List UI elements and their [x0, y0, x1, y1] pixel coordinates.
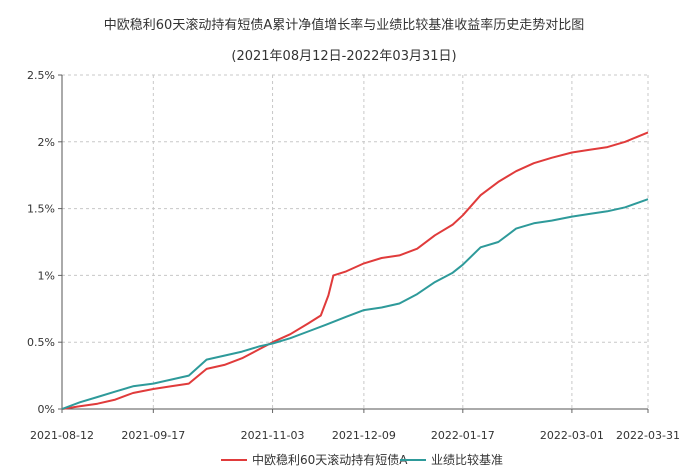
x-tick-label: 2021-09-17 [121, 429, 185, 442]
x-tick-label: 2022-03-01 [540, 429, 604, 442]
y-tick-label: 1.5% [27, 203, 55, 216]
y-tick-label: 2.5% [27, 69, 55, 82]
series-line-fund [61, 131, 649, 410]
y-tick-label: 0% [38, 403, 55, 416]
x-tick-label: 2022-03-31 [616, 429, 680, 442]
x-tick-label: 2021-08-12 [30, 429, 94, 442]
series-line-benchmark [61, 198, 649, 410]
y-tick-label: 1% [38, 269, 55, 282]
x-tick-label: 2022-01-17 [431, 429, 495, 442]
x-tick-label: 2021-12-09 [332, 429, 396, 442]
chart-subtitle: (2021年08月12日-2022年03月31日) [231, 49, 457, 64]
y-tick-label: 0.5% [27, 336, 55, 349]
x-tick-label: 2021-11-03 [241, 429, 305, 442]
chart-title: 中欧稳利60天滚动持有短债A累计净值增长率与业绩比较基准收益率历史走势对比图 [103, 18, 585, 33]
legend-label-fund: 中欧稳利60天滚动持有短债A [252, 452, 408, 467]
y-tick-label: 2% [38, 136, 55, 149]
legend-label-benchmark: 业绩比较基准 [431, 452, 503, 467]
